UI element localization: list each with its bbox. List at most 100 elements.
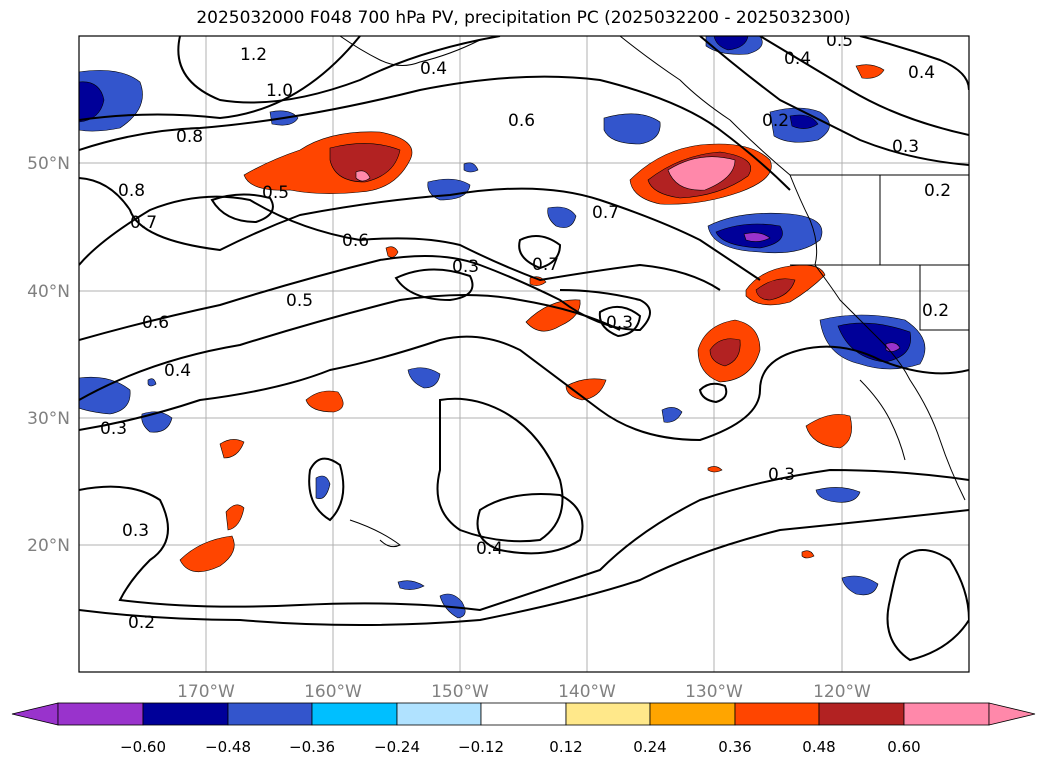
- contour-label: 0.4: [164, 361, 191, 381]
- precip-blob-positive: [219, 439, 245, 459]
- precip-blob-negative-peak: [743, 232, 771, 242]
- lon-tick-label: 170°W: [177, 682, 235, 702]
- colorbar-extend-low: [11, 702, 59, 726]
- colorbar-tick-label: −0.12: [458, 738, 504, 756]
- lon-tick-label: 120°W: [813, 682, 871, 702]
- precip-blob-positive-core: [329, 143, 401, 183]
- precip-blob-positive-core: [709, 338, 741, 367]
- precip-blob-negative: [603, 113, 661, 145]
- contour-label: 0.4: [476, 539, 503, 559]
- precip-blob-negative: [79, 376, 131, 415]
- contour-label: 0.5: [826, 31, 853, 51]
- contour-label: 0.3: [122, 521, 149, 541]
- precip-blob-negative: [661, 407, 683, 423]
- lon-tick-label: 140°W: [558, 682, 616, 702]
- contour-label: 0.4: [420, 59, 447, 79]
- contour-label: 0.4: [784, 49, 811, 69]
- contour-label: 0.3: [100, 419, 127, 439]
- lat-tick-label: 20°N: [27, 536, 70, 556]
- precip-blob-negative-core: [79, 81, 105, 123]
- lat-tick-label: 50°N: [27, 154, 70, 174]
- colorbar-segment: [311, 702, 398, 726]
- colorbar-tick-labels: −0.60 −0.48 −0.36 −0.24 −0.12 0.12 0.24 …: [120, 738, 921, 756]
- colorbar-tick-label: 0.24: [633, 738, 666, 756]
- pv-contours: [79, 36, 969, 662]
- precip-blob-negative: [315, 475, 331, 499]
- precip-blob-positive: [225, 504, 245, 531]
- map-frame: [78, 35, 970, 673]
- contour-label: 0.3: [606, 313, 633, 333]
- colorbar-segment: [818, 702, 905, 726]
- colorbar-tick-label: −0.36: [289, 738, 335, 756]
- map-title: 2025032000 F048 700 hPa PV, precipitatio…: [196, 8, 851, 28]
- lat-tick-label: 40°N: [27, 282, 70, 302]
- precip-blob-negative: [407, 367, 441, 389]
- colorbar-tick-label: 0.60: [887, 738, 920, 756]
- contour-label: 0.3: [768, 465, 795, 485]
- colorbar-segment: [649, 702, 736, 726]
- contour-label: 0.8: [118, 181, 145, 201]
- precip-blob-negative-core: [789, 114, 819, 129]
- precip-blob-negative: [397, 580, 425, 590]
- colorbar-tick-label: 0.48: [802, 738, 835, 756]
- contour-label: 1.2: [240, 45, 267, 65]
- precip-blob-positive: [801, 550, 815, 559]
- precip-blob-positive: [179, 535, 235, 573]
- colorbar-tick-label: 0.36: [718, 738, 751, 756]
- colorbar-tick-label: −0.48: [205, 738, 251, 756]
- colorbar-tick-label: 0.12: [549, 738, 582, 756]
- colorbar-segment: [734, 702, 820, 726]
- precip-blob-positive: [855, 64, 885, 79]
- contour-label: 0.2: [128, 613, 155, 633]
- precip-blob-positive: [525, 299, 581, 332]
- contour-label: 0.6: [142, 313, 169, 333]
- lon-tick-labels: 170°W 160°W 150°W 140°W 130°W 120°W: [177, 682, 871, 702]
- contour-label: 0.8: [176, 127, 203, 147]
- contour-label: 0.2: [762, 111, 789, 131]
- precip-blob-positive: [385, 246, 399, 258]
- precip-blob-positive-peak: [355, 170, 371, 182]
- contour-label: 0.2: [922, 301, 949, 321]
- precip-blob-positive: [305, 390, 344, 413]
- precip-blob-negative-core: [713, 36, 749, 51]
- precip-blob-negative: [427, 178, 471, 201]
- lon-tick-label: 160°W: [304, 682, 362, 702]
- precip-blob-positive-peak: [667, 156, 736, 191]
- precip-blob-negative: [815, 487, 861, 503]
- precip-shading: [79, 36, 926, 619]
- colorbar-segment: [227, 702, 313, 726]
- colorbar-segment: [903, 702, 990, 726]
- contour-label: 0.3: [892, 137, 919, 157]
- colorbar: [11, 702, 1036, 726]
- contour-label: 0.3: [452, 257, 479, 277]
- lat-tick-label: 30°N: [27, 409, 70, 429]
- colorbar-segment: [57, 702, 144, 726]
- contour-label: 0.2: [924, 181, 951, 201]
- colorbar-segment: [396, 702, 482, 726]
- precip-blob-negative: [463, 162, 479, 173]
- colorbar-tick-label: −0.60: [120, 738, 166, 756]
- colorbar-tick-label: −0.24: [374, 738, 420, 756]
- lon-tick-label: 150°W: [431, 682, 489, 702]
- lon-tick-label: 130°W: [685, 682, 743, 702]
- precip-blob-negative: [547, 206, 577, 228]
- lat-tick-labels: 50°N 40°N 30°N 20°N: [27, 154, 70, 556]
- contour-label: 0.7: [592, 203, 619, 223]
- contour-label: 0.6: [342, 231, 369, 251]
- precip-blob-negative: [147, 378, 157, 387]
- contour-label: 0.7: [532, 255, 559, 275]
- precip-blob-positive-core: [755, 278, 796, 301]
- precip-blob-positive: [805, 414, 852, 449]
- contour-label: 0.7: [130, 213, 157, 233]
- colorbar-segment: [142, 702, 229, 726]
- contour-label: 0.4: [908, 63, 935, 83]
- colorbar-segment: [565, 702, 651, 726]
- precip-blob-positive: [565, 378, 607, 401]
- contour-label: 0.5: [262, 183, 289, 203]
- contour-label: 1.0: [266, 81, 293, 101]
- precip-blob-negative-peak: [885, 342, 901, 352]
- contour-labels: 1.2 1.0 0.8 0.8 0.7 0.6 0.5 0.6 0.5 0.4 …: [100, 31, 951, 633]
- precip-blob-negative: [841, 575, 879, 596]
- colorbar-extend-high: [988, 702, 1036, 726]
